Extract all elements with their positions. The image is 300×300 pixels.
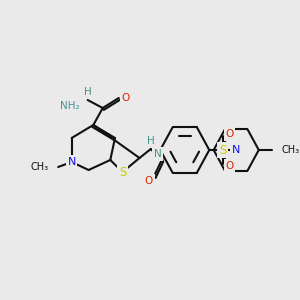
Text: H: H [84,87,92,97]
Text: O: O [225,129,233,139]
Text: NH₂: NH₂ [61,101,80,111]
Text: N: N [154,149,161,159]
Text: O: O [121,93,130,103]
Text: CH₃: CH₃ [282,145,300,155]
Text: O: O [225,161,233,171]
Text: CH₃: CH₃ [31,162,49,172]
Text: N: N [232,145,240,155]
Text: S: S [219,143,226,157]
Text: N: N [68,157,76,167]
Text: S: S [119,166,126,178]
Text: H: H [147,136,155,146]
Text: O: O [145,176,153,186]
